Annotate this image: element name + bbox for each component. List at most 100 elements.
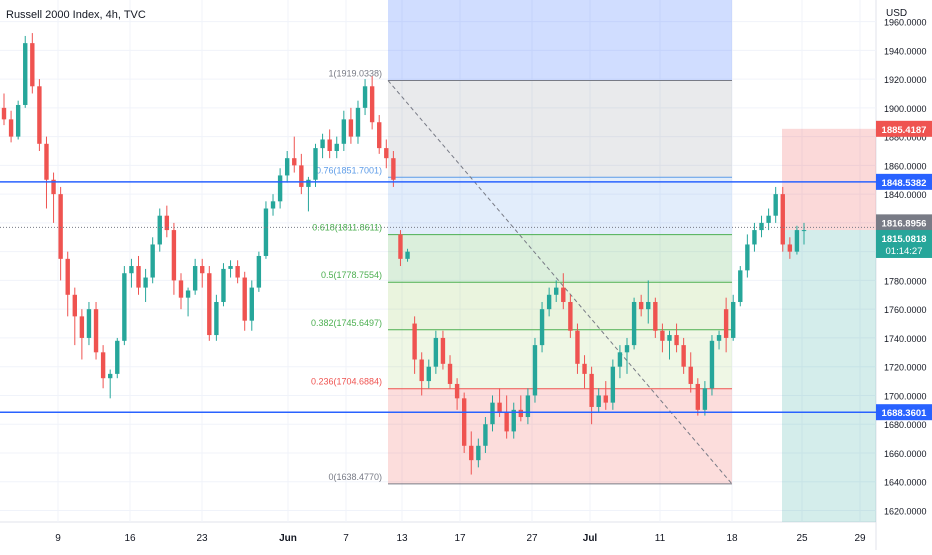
fib-band: [388, 80, 732, 178]
x-tick-label: Jun: [279, 533, 297, 544]
candle-body: [58, 194, 63, 259]
candle-body: [115, 340, 120, 374]
candle-body: [646, 301, 651, 310]
y-tick-label: 1680.0000: [884, 420, 927, 430]
candle-body: [752, 230, 757, 245]
candle-body: [716, 335, 722, 341]
candle-body: [129, 266, 134, 274]
candle-body: [589, 373, 594, 407]
candle-body: [433, 337, 439, 367]
candle-body: [674, 335, 679, 346]
hline-price-label: 1848.5382: [882, 178, 927, 189]
price-badge-countdown: 01:14:27: [886, 246, 923, 257]
y-axis[interactable]: 1960.0000 1940.0000 1920.0000 1900.0000 1880…: [876, 18, 932, 517]
candle-body: [93, 309, 99, 353]
candle-body: [561, 287, 566, 302]
candle-body: [384, 148, 389, 159]
x-tick-label: 17: [454, 533, 466, 544]
candle-body: [143, 277, 148, 288]
candle-body: [100, 352, 106, 379]
candle-body: [603, 395, 608, 403]
candle-body: [178, 280, 184, 298]
candle-body: [249, 287, 254, 321]
candle-body: [426, 366, 431, 382]
candle-body: [709, 340, 715, 389]
fib-retracement[interactable]: 1(1919.0338) 0.76(1851.7001) 0.618(1811.86…: [311, 0, 733, 485]
candle-body: [617, 352, 623, 367]
candle-body: [221, 268, 226, 302]
candle-body: [171, 230, 177, 281]
candle-body: [341, 119, 347, 144]
y-tick-label: 1760.0000: [884, 305, 927, 315]
fib-band: [388, 282, 732, 330]
price-badge-label: 1816.8956: [882, 218, 927, 229]
y-tick-label: 1700.0000: [884, 391, 927, 401]
x-tick-label: Jul: [583, 533, 598, 544]
x-tick-label: 25: [796, 533, 808, 544]
fib-level-label: 1(1919.0338): [328, 68, 382, 78]
x-tick-label: 16: [124, 533, 136, 544]
x-tick-label: 9: [55, 533, 61, 544]
candle-body: [398, 234, 403, 259]
candle-body: [476, 445, 481, 461]
position-zones: [782, 128, 876, 522]
price-badge-label: 1885.4187: [882, 125, 927, 136]
candle-body: [440, 337, 446, 364]
y-tick-label: 1860.0000: [884, 161, 927, 171]
candle-body: [738, 270, 743, 302]
candle-body: [136, 266, 141, 288]
candle-body: [51, 179, 56, 195]
candle-body: [355, 107, 361, 137]
y-tick-label: 1880.0000: [884, 133, 927, 143]
stop-zone: [782, 229, 876, 522]
x-axis[interactable]: 9 16 23 Jun 7 13 17 27 Jul 11 18 25 29: [55, 533, 866, 544]
horizontal-lines[interactable]: [0, 181, 876, 413]
fib-band: [388, 234, 732, 283]
candle-body: [306, 179, 311, 187]
fib-band: [388, 388, 732, 484]
y-tick-label: 1960.0000: [884, 18, 927, 28]
candle-body: [419, 359, 424, 382]
candle-body: [200, 266, 205, 274]
y-tick-label: 1940.0000: [884, 46, 927, 56]
fib-level-label: 0.236(1704.6884): [311, 377, 382, 387]
candle-body: [638, 301, 644, 310]
price-badge-label: 1815.0818: [882, 234, 927, 245]
hline-price-badge: [876, 404, 932, 421]
candle-body: [631, 301, 637, 346]
candle-body: [766, 215, 771, 223]
candle-body: [723, 309, 729, 338]
candle-body: [504, 412, 509, 432]
candle-body: [469, 445, 474, 461]
fib-band: [388, 329, 732, 389]
chart-title: Russell 2000 Index, 4h, TVC: [6, 9, 146, 21]
candle-body: [86, 309, 92, 338]
price-badge: [876, 120, 932, 137]
candle-body: [299, 165, 304, 187]
x-tick-label: 23: [196, 533, 208, 544]
y-tick-label: 1620.0000: [884, 506, 927, 516]
candle-body: [624, 345, 630, 353]
candle-body: [653, 301, 658, 331]
candle-body: [610, 366, 616, 403]
candle-body: [214, 301, 219, 336]
candle-body: [256, 255, 262, 288]
hline-price-label: 1688.3601: [882, 408, 928, 419]
candle-body: [192, 266, 198, 291]
x-tick-label: 11: [655, 533, 666, 544]
candle-body: [369, 86, 375, 123]
candle-body: [483, 424, 488, 446]
candle-body: [65, 258, 70, 295]
candle-body: [660, 330, 665, 341]
x-tick-label: 13: [396, 533, 408, 544]
hline-price-badge: [876, 173, 932, 190]
candle-body: [44, 143, 49, 180]
candle-body: [447, 363, 453, 384]
y-tick-label: 1840.0000: [884, 190, 927, 200]
fib-level-label: 0.5(1778.7554): [321, 270, 382, 280]
price-badge: [876, 214, 932, 231]
candle-body: [270, 201, 276, 209]
candle-body: [150, 244, 155, 278]
